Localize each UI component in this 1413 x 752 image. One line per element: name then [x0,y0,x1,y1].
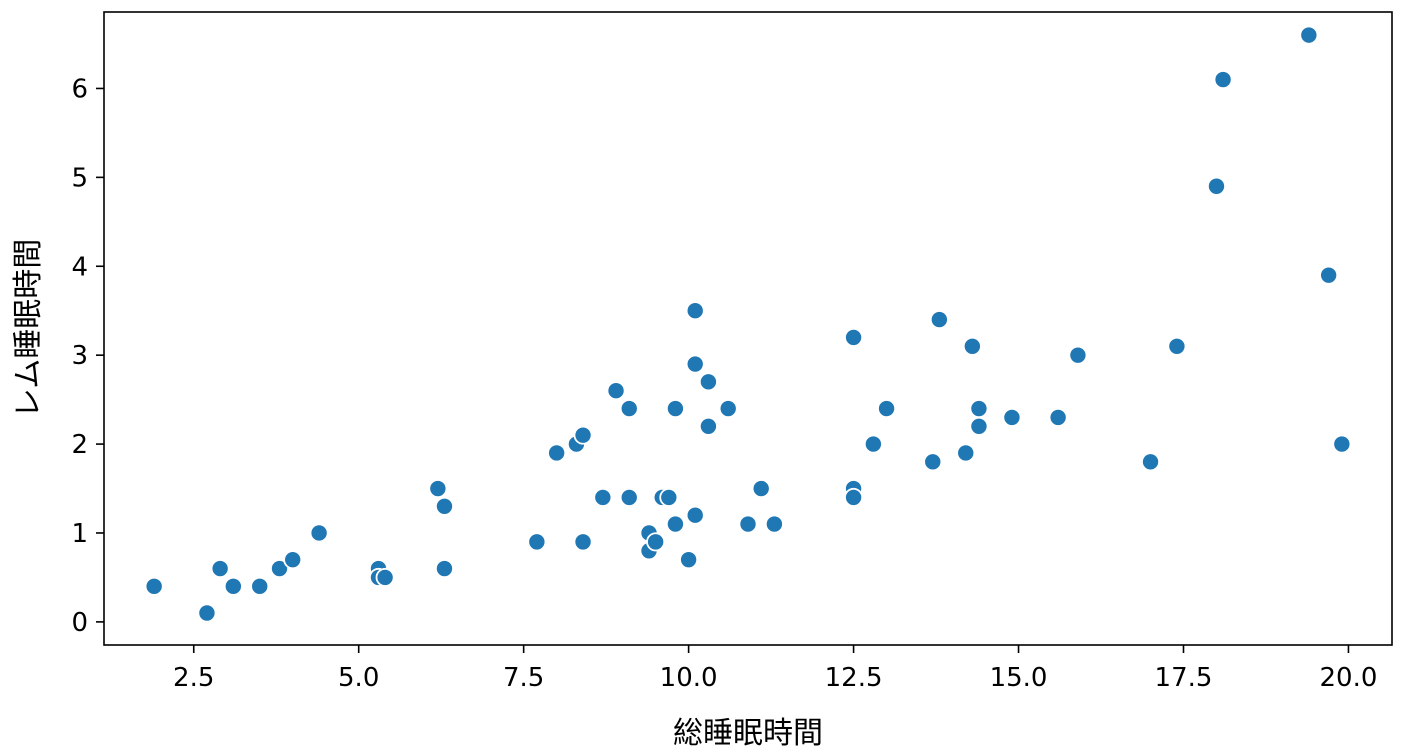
data-point [751,479,771,499]
data-point [619,487,639,507]
x-axis-label: 総睡眠時間 [673,716,823,751]
data-point [685,301,705,321]
data-point [698,372,718,392]
data-point [956,443,976,463]
y-tick-label: 2 [71,430,88,460]
x-axis-ticks: 2.5 5.0 7.5 10.0 12.5 15.0 17.5 20.0 [173,645,1377,693]
data-point [962,336,982,356]
data-point [250,576,270,596]
data-point [738,514,758,534]
x-tick-label: 15.0 [990,663,1048,693]
data-point [844,327,864,347]
y-axis-ticks: 0 1 2 3 4 5 6 [71,74,104,638]
data-point [593,487,613,507]
y-tick-label: 5 [71,163,88,193]
data-point [210,559,230,579]
data-point [428,479,448,499]
x-tick-label: 20.0 [1320,663,1378,693]
points-layer [144,25,1352,623]
plot-frame [103,11,1393,646]
data-point [665,399,685,419]
data-point [929,310,949,330]
data-point [1002,407,1022,427]
data-point [309,523,329,543]
data-point [665,514,685,534]
data-point [619,399,639,419]
data-point [197,603,217,623]
data-point [718,399,738,419]
data-point [375,567,395,587]
data-point [606,381,626,401]
data-point [527,532,547,552]
data-point [969,416,989,436]
data-point [685,354,705,374]
data-point [764,514,784,534]
data-point [969,399,989,419]
y-tick-label: 0 [71,608,88,638]
data-point [698,416,718,436]
y-tick-label: 4 [71,252,88,282]
y-tick-label: 1 [71,519,88,549]
data-point [434,496,454,516]
x-tick-label: 17.5 [1155,663,1213,693]
data-point [1206,176,1226,196]
data-point [1299,25,1319,45]
data-point [844,487,864,507]
data-point [877,399,897,419]
y-tick-label: 3 [71,341,88,371]
data-point [1213,70,1233,90]
data-point [1332,434,1352,454]
x-tick-label: 12.5 [825,663,883,693]
data-point [223,576,243,596]
data-point [283,550,303,570]
data-point [659,487,679,507]
data-point [679,550,699,570]
x-tick-label: 5.0 [338,663,379,693]
data-point [547,443,567,463]
data-point [1167,336,1187,356]
data-point [863,434,883,454]
data-point [1048,407,1068,427]
y-axis-label: レム睡眠時間 [11,239,46,418]
data-point [434,559,454,579]
x-tick-label: 7.5 [503,663,544,693]
data-point [573,532,593,552]
data-point [573,425,593,445]
data-point [646,532,666,552]
data-point [270,559,290,579]
data-point [1319,265,1339,285]
x-tick-label: 2.5 [173,663,214,693]
x-tick-label: 10.0 [660,663,718,693]
data-point [1068,345,1088,365]
data-point [1141,452,1161,472]
y-tick-label: 6 [71,74,88,104]
data-point [685,505,705,525]
data-point [923,452,943,472]
data-point [144,576,164,596]
